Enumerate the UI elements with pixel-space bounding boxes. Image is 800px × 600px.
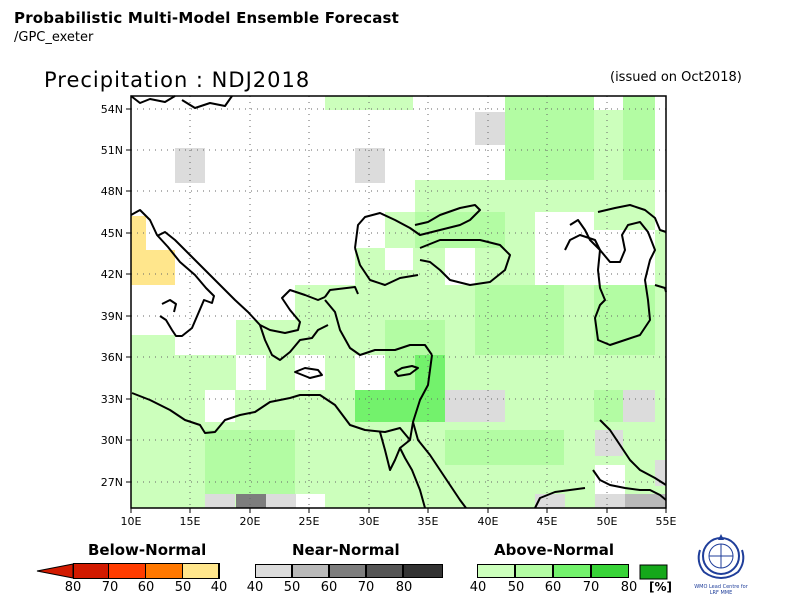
lat-label: 39N <box>101 310 123 323</box>
variable-title: Precipitation : NDJ2018 <box>44 68 311 92</box>
legend-above-swatch <box>515 564 553 578</box>
legend-above-label: 80 <box>620 580 638 595</box>
lat-label: 30N <box>101 434 123 447</box>
lon-label: 20E <box>240 515 261 528</box>
legend-below-label: 80 <box>64 580 82 595</box>
lon-label: 50E <box>597 515 618 528</box>
lon-label: 15E <box>180 515 201 528</box>
lon-label: 55E <box>656 515 677 528</box>
longitude-labels: 10E 15E 20E 25E 30E 35E 40E 45E 50E 55E <box>121 515 677 528</box>
logo-line1: WMO Lead Centre for <box>694 584 748 590</box>
lon-label: 35E <box>418 515 439 528</box>
issued-date: (issued on Oct2018) <box>610 70 742 85</box>
lat-label: 33N <box>101 393 123 406</box>
legend-below-label: 50 <box>174 580 192 595</box>
latitude-labels: 54N 51N 48N 45N 42N 39N 36N 33N 30N 27N <box>101 103 123 489</box>
lon-label: 10E <box>121 515 142 528</box>
map-frame <box>130 95 667 509</box>
legend-unit: [%] <box>649 580 672 594</box>
lat-label: 27N <box>101 476 123 489</box>
logo-caption: WMO Lead Centre for LRF MME <box>690 584 752 596</box>
figure-title: Probabilistic Multi-Model Ensemble Forec… <box>14 9 400 27</box>
legend-below-label: 40 <box>210 580 228 595</box>
legend-near-swatch <box>292 564 329 578</box>
legend-near-swatch <box>255 564 292 578</box>
logo-line2: LRF MME <box>709 590 733 596</box>
legend-near-label: 50 <box>283 580 301 595</box>
legend-below-swatch <box>74 564 109 578</box>
legend-below-label: 60 <box>137 580 155 595</box>
axis-ticks <box>126 108 667 513</box>
legend-near-label: 80 <box>395 580 413 595</box>
lat-label: 48N <box>101 185 123 198</box>
legend-below-title: Below-Normal <box>88 541 207 559</box>
legend-near-swatch <box>403 564 443 578</box>
legend-above-swatch <box>553 564 591 578</box>
legend-near-title: Near-Normal <box>292 541 400 559</box>
legend-near-label: 40 <box>246 580 264 595</box>
lat-label: 42N <box>101 268 123 281</box>
legend-above-label: 60 <box>544 580 562 595</box>
legend-below-bar <box>73 563 220 579</box>
figure-subtitle: /GPC_exeter <box>14 30 94 45</box>
lat-label: 51N <box>101 144 123 157</box>
legend-above-title: Above-Normal <box>494 541 614 559</box>
lat-label: 54N <box>101 103 123 116</box>
legend-above-label: 70 <box>582 580 600 595</box>
lat-label: 45N <box>101 227 123 240</box>
legend-below-label: 70 <box>101 580 119 595</box>
legend-below-swatch <box>146 564 183 578</box>
legend-above-label: 40 <box>469 580 487 595</box>
lat-label: 36N <box>101 351 123 364</box>
legend-above-label: 50 <box>507 580 525 595</box>
lon-label: 30E <box>359 515 380 528</box>
legend-below-swatch <box>183 564 219 578</box>
coastlines <box>130 95 667 509</box>
lon-label: 40E <box>478 515 499 528</box>
lon-label: 45E <box>537 515 558 528</box>
below-arrow-tip <box>36 563 74 579</box>
above-last-box <box>639 564 668 580</box>
legend-above-swatch <box>591 564 629 578</box>
legend-near-label: 70 <box>357 580 375 595</box>
wmo-emblem-icon <box>697 534 745 580</box>
lon-label: 25E <box>299 515 320 528</box>
legend-near-swatch <box>366 564 403 578</box>
legend-above-swatch <box>477 564 515 578</box>
legend-below-swatch <box>109 564 146 578</box>
legend-near-swatch <box>329 564 366 578</box>
legend-near-label: 60 <box>320 580 338 595</box>
